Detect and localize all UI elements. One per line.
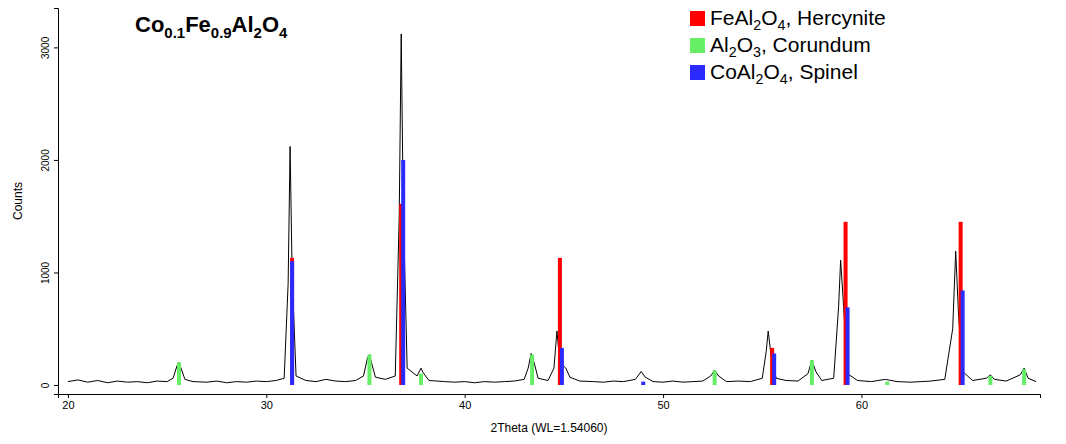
x-tick-label: 50: [657, 399, 669, 411]
stick: [772, 353, 776, 385]
legend-swatch: [690, 38, 705, 53]
stick: [560, 348, 564, 385]
legend-item: Al2O3, Corundum: [690, 33, 871, 60]
x-tick-label: 40: [459, 399, 471, 411]
trace: [68, 34, 1036, 383]
stick-series: [177, 355, 1026, 385]
stick: [846, 307, 850, 385]
y-axis-line: [54, 9, 59, 395]
y-tick-label: 1000: [40, 261, 51, 284]
x-tick: 20: [62, 394, 74, 411]
y-tick-mark: [54, 160, 58, 161]
stick: [713, 370, 717, 385]
legend-item: FeAl2O4, Hercynite: [690, 6, 886, 33]
x-tick-label: 60: [856, 399, 868, 411]
x-tick-label: 20: [62, 399, 74, 411]
y-axis: 0 1000 2000 3000: [40, 9, 59, 395]
x-tick: 30: [261, 394, 273, 411]
stick: [419, 374, 423, 385]
stick: [290, 258, 294, 385]
stick: [1022, 369, 1026, 385]
y-tick: 3000: [40, 36, 58, 59]
y-tick-label: 2000: [40, 149, 51, 172]
legend-item: CoAl2O4, Spinel: [690, 60, 858, 87]
y-tick-mark: [54, 385, 58, 386]
marks: [68, 34, 1036, 385]
stick-series: [290, 204, 963, 385]
chart: 20 30 40 50 60 0 1000 2000 3000 2Theta (WL=1.5406…: [0, 0, 1066, 444]
y-tick: 0: [40, 382, 58, 388]
stick: [177, 362, 181, 385]
title: Co0.1Fe0.9Al2O4: [135, 12, 288, 41]
y-tick: 2000: [40, 149, 58, 172]
x-tick-mark: [465, 394, 466, 398]
y-tick-mark: [54, 272, 58, 273]
x-tick-mark: [266, 394, 267, 398]
plot: 20 30 40 50 60 0 1000 2000 3000: [40, 9, 1041, 411]
x-tick-mark: [663, 394, 664, 398]
x-tick: 60: [856, 394, 868, 411]
stick: [810, 360, 814, 385]
y-tick-label: 3000: [40, 36, 51, 59]
x-tick-mark: [68, 394, 69, 398]
stick: [367, 355, 371, 385]
y-tick-label: 0: [40, 382, 51, 388]
x-axis-title: 2Theta (WL=1.54060): [490, 421, 607, 435]
stick: [961, 290, 965, 385]
x-axis: 20 30 40 50 60: [59, 394, 1041, 411]
y-tick: 1000: [40, 261, 58, 284]
y-tick-mark: [54, 47, 58, 48]
x-tick: 50: [657, 394, 669, 411]
x-axis-line: [59, 395, 1041, 399]
legend-label: FeAl2O4, Hercynite: [710, 6, 886, 33]
stick: [530, 355, 534, 385]
y-axis-title: Counts: [11, 182, 25, 220]
legend-label: CoAl2O4, Spinel: [710, 60, 858, 87]
stick: [988, 376, 992, 385]
legend-label: Al2O3, Corundum: [710, 33, 871, 60]
x-tick-label: 30: [261, 399, 273, 411]
stick: [401, 160, 405, 385]
x-tick: 40: [459, 394, 471, 411]
stick: [885, 382, 889, 385]
stick-series: [290, 160, 965, 385]
legend-swatch: [690, 11, 705, 26]
x-tick-mark: [861, 394, 862, 398]
stick: [641, 382, 645, 385]
legend: FeAl2O4, HercyniteAl2O3, CorundumCoAl2O4…: [690, 6, 886, 87]
stick: [290, 261, 294, 385]
legend-swatch: [690, 65, 705, 80]
